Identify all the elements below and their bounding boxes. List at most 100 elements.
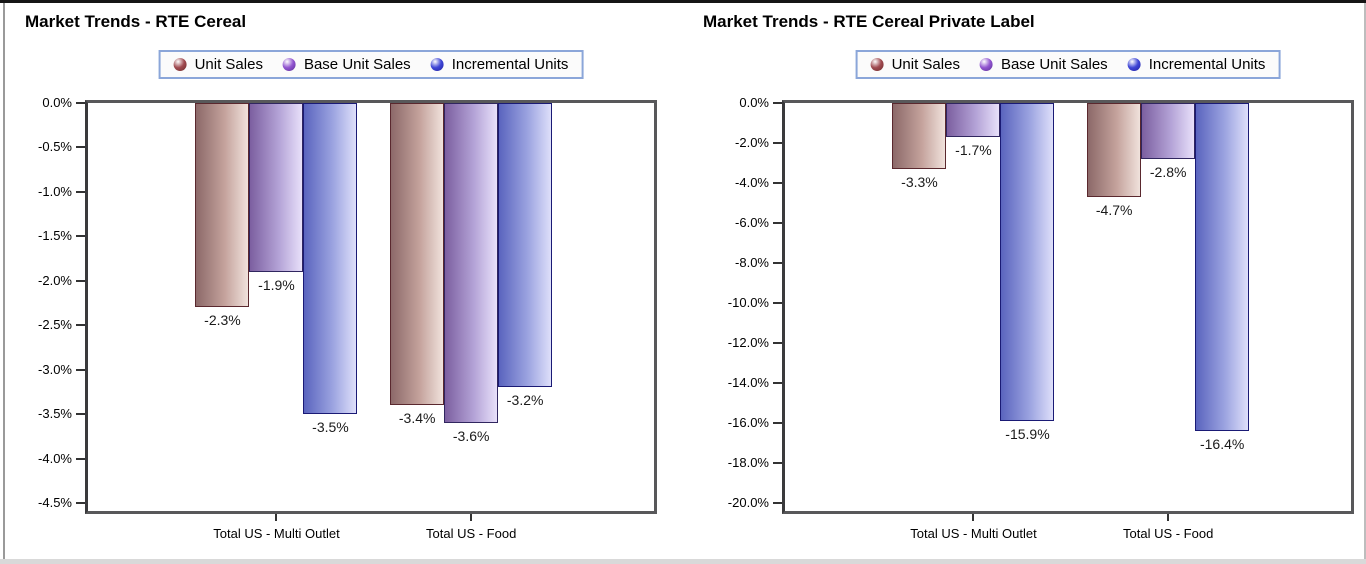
bar-base-unit-sales-total-us-multi-outlet xyxy=(249,103,304,272)
y-axis-tick xyxy=(76,279,85,282)
bar-base-unit-sales-total-us-food xyxy=(444,103,499,423)
y-axis-tick-label: -2.5% xyxy=(38,317,72,333)
y-axis-tick xyxy=(76,146,85,149)
y-axis-tick xyxy=(773,142,782,144)
y-axis-tick-label: -1.0% xyxy=(38,183,72,199)
x-axis-category-label: Total US - Multi Outlet xyxy=(213,526,340,541)
y-axis-tick xyxy=(76,368,85,371)
y-axis-tick-label: 0.0% xyxy=(739,95,769,110)
y-axis-tick-label: -8.0% xyxy=(735,255,769,270)
legend-marker-base-unit-sales-icon xyxy=(282,58,296,71)
legend-item-incremental-units: Incremental Units xyxy=(1127,56,1266,73)
y-axis-tick xyxy=(773,342,782,344)
bar-value-label: -1.7% xyxy=(955,142,992,158)
x-axis-category-label: Total US - Food xyxy=(426,526,517,541)
y-axis-tick xyxy=(773,382,782,384)
bar-value-label: -3.3% xyxy=(901,174,938,190)
bar-value-label: -15.9% xyxy=(1005,426,1050,442)
legend-item-incremental-units: Incremental Units xyxy=(430,56,569,73)
bar-incremental-units-total-us-multi-outlet xyxy=(303,103,358,415)
legend-marker-base-unit-sales-icon xyxy=(979,58,993,71)
legend-box: Unit Sales Base Unit Sales Incremental Uni… xyxy=(158,50,584,79)
x-axis-tick xyxy=(972,514,975,521)
bar-unit-sales-total-us-multi-outlet xyxy=(195,103,250,308)
x-axis-tick xyxy=(275,514,278,521)
y-axis-tick-label: -4.0% xyxy=(38,450,72,466)
legend-marker-unit-sales-icon xyxy=(173,58,187,71)
legend-marker-unit-sales-icon xyxy=(870,58,884,71)
bar-base-unit-sales-total-us-food xyxy=(1141,103,1196,159)
left-border-line xyxy=(3,3,5,559)
y-axis-tick-label: -4.5% xyxy=(38,495,72,510)
right-border-line xyxy=(1364,3,1366,559)
legend-box: Unit Sales Base Unit Sales Incremental Uni… xyxy=(855,50,1281,79)
legend-item-unit-sales: Unit Sales xyxy=(173,56,263,73)
y-axis-tick-label: -2.0% xyxy=(735,135,769,150)
y-axis-tick xyxy=(773,302,782,304)
bar-value-label: -1.9% xyxy=(258,276,295,293)
y-axis-tick-label: -14.0% xyxy=(727,375,769,390)
y-axis-tick xyxy=(773,422,782,424)
bar-unit-sales-total-us-food xyxy=(390,103,445,406)
bar-incremental-units-total-us-food xyxy=(1195,103,1250,431)
y-axis-tick-label: -0.5% xyxy=(38,139,72,155)
bar-base-unit-sales-total-us-multi-outlet xyxy=(946,103,1001,137)
legend-label: Unit Sales xyxy=(194,56,263,73)
bar-value-label: -3.4% xyxy=(398,410,436,427)
y-axis-tick xyxy=(76,235,85,238)
x-axis-tick xyxy=(1167,514,1170,521)
legend-item-unit-sales: Unit Sales xyxy=(870,56,960,73)
y-axis-tick-label: -4.0% xyxy=(735,175,769,190)
bar-incremental-units-total-us-multi-outlet xyxy=(1000,103,1055,421)
y-axis-tick xyxy=(773,462,782,464)
bar-value-label: -2.3% xyxy=(204,312,241,329)
plot-area: -3.3% -1.7% -15.9% -4.7% -2.8% -16.4% xyxy=(782,100,1354,514)
y-axis-tick-label: -16.0% xyxy=(727,415,769,430)
chart-title-right: Market Trends - RTE Cereal Private Label xyxy=(703,12,1035,31)
bar-value-label: -3.5% xyxy=(312,419,349,436)
y-axis-tick-label: -3.5% xyxy=(38,406,72,422)
y-axis-tick-label: 0.0% xyxy=(42,95,72,110)
x-axis-category-label: Total US - Multi Outlet xyxy=(910,526,1037,541)
bar-incremental-units-total-us-food xyxy=(498,103,553,388)
bar-value-label: -16.4% xyxy=(1199,436,1245,452)
legend-label: Incremental Units xyxy=(451,56,569,73)
bar-unit-sales-total-us-multi-outlet xyxy=(892,103,947,169)
bar-value-label: -3.6% xyxy=(452,428,490,444)
legend-label: Base Unit Sales xyxy=(1000,56,1108,73)
y-axis-tick-label: -10.0% xyxy=(727,295,769,310)
legend-label: Incremental Units xyxy=(1148,56,1266,73)
y-axis-tick xyxy=(76,457,85,460)
bottom-strip xyxy=(0,559,1366,564)
bar-value-label: -3.2% xyxy=(506,392,544,409)
y-axis-tick-label: -12.0% xyxy=(727,335,769,350)
y-axis-tick xyxy=(773,502,782,504)
y-axis-tick xyxy=(76,102,85,104)
bar-value-label: -2.8% xyxy=(1149,164,1187,180)
legend-marker-incremental-units-icon xyxy=(1127,58,1141,71)
y-axis-tick-label: -1.5% xyxy=(38,228,72,244)
y-axis-tick xyxy=(773,182,782,184)
bar-unit-sales-total-us-food xyxy=(1087,103,1142,197)
legend-item-base-unit-sales: Base Unit Sales xyxy=(979,56,1108,73)
y-axis-tick xyxy=(76,190,85,193)
legend-label: Base Unit Sales xyxy=(303,56,411,73)
x-axis-category-label: Total US - Food xyxy=(1123,526,1214,541)
y-axis-tick xyxy=(76,413,85,416)
legend-label: Unit Sales xyxy=(891,56,960,73)
y-axis-tick-label: -20.0% xyxy=(727,495,769,510)
y-axis-tick xyxy=(773,222,782,224)
y-axis-tick-label: -3.0% xyxy=(38,361,72,377)
bar-value-label: -4.7% xyxy=(1095,202,1133,218)
y-axis-tick xyxy=(773,102,782,104)
y-axis-tick xyxy=(76,324,85,327)
plot-area: -2.3% -1.9% -3.5% -3.4% -3.6% -3.2% xyxy=(85,100,657,514)
y-axis-tick-label: -6.0% xyxy=(735,215,769,230)
legend-item-base-unit-sales: Base Unit Sales xyxy=(282,56,411,73)
legend-marker-incremental-units-icon xyxy=(430,58,444,71)
chart-title-left: Market Trends - RTE Cereal xyxy=(25,12,247,31)
x-axis-tick xyxy=(470,514,473,521)
y-axis-tick xyxy=(773,262,782,264)
y-axis-tick-label: -2.0% xyxy=(38,272,72,288)
